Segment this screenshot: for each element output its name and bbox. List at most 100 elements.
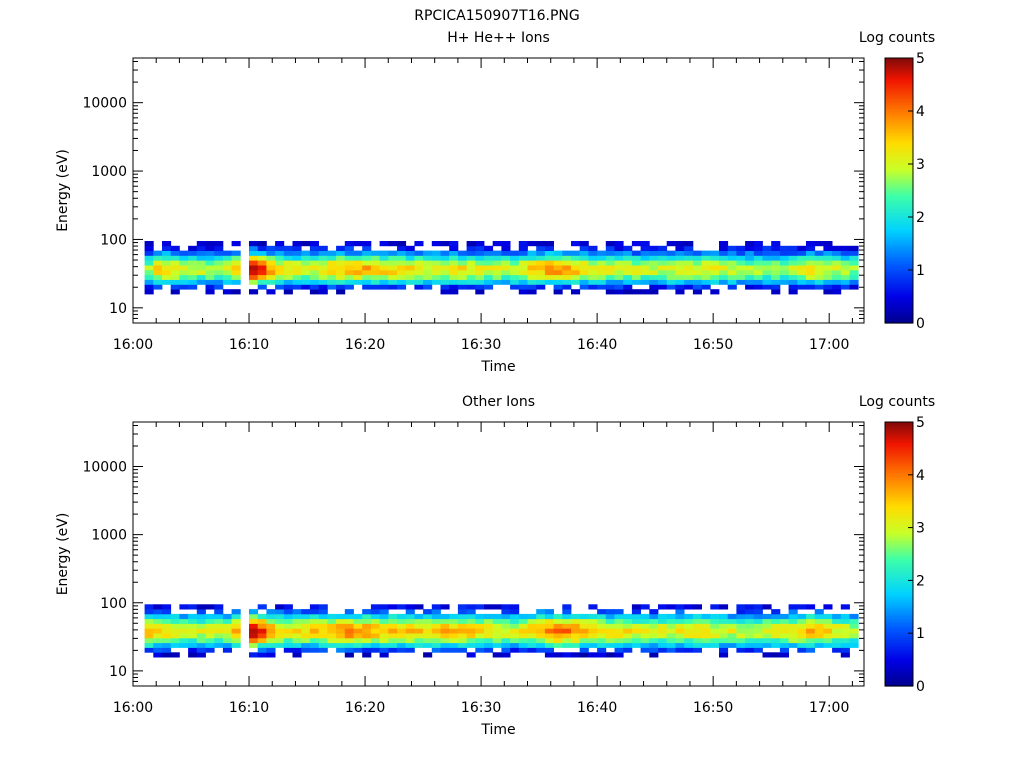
colorbar-tick-label: 3: [916, 157, 925, 173]
heatmap-cell: [840, 623, 850, 629]
heatmap-cell: [179, 642, 189, 648]
heatmap-cell: [727, 255, 737, 261]
heatmap-cell: [344, 260, 354, 266]
colorbar-segment: [885, 580, 913, 584]
heatmap-cell: [188, 613, 198, 620]
colorbar-segment: [885, 104, 913, 108]
heatmap-cell: [527, 279, 537, 285]
heatmap-cell: [736, 647, 746, 653]
colorbar-segment: [885, 567, 913, 570]
heatmap-cell: [631, 289, 641, 295]
heatmap-cell: [292, 613, 302, 620]
heatmap-cell: [379, 260, 389, 266]
colorbar-segment: [885, 426, 913, 430]
heatmap-cell: [849, 265, 859, 271]
heatmap-cell: [170, 289, 180, 295]
heatmap-cell: [370, 642, 380, 648]
heatmap-cell: [788, 250, 798, 256]
heatmap-cell: [336, 250, 346, 256]
heatmap-cell: [753, 265, 763, 271]
heatmap-cell: [153, 633, 163, 639]
colorbar-segment: [885, 82, 913, 86]
heatmap-cell: [440, 269, 450, 276]
colorbar-segment: [885, 560, 913, 564]
heatmap-cell: [336, 633, 346, 639]
heatmap-cell: [440, 260, 450, 266]
heatmap-cell: [649, 245, 659, 251]
heatmap-cell: [640, 623, 650, 629]
heatmap-cell: [162, 260, 172, 266]
heatmap-cell: [736, 255, 746, 261]
heatmap-cell: [318, 250, 328, 256]
heatmap-cell: [640, 618, 650, 624]
heatmap-cell: [640, 274, 650, 280]
heatmap-cell: [205, 279, 215, 285]
colorbar-segment: [885, 64, 913, 68]
heatmap-cell: [692, 642, 702, 648]
heatmap-cell: [727, 623, 737, 629]
heatmap-cell: [344, 642, 354, 648]
heatmap-cell: [771, 265, 781, 271]
heatmap-cell: [623, 637, 633, 644]
heatmap-cell: [631, 265, 641, 271]
heatmap-cell: [788, 289, 798, 295]
heatmap-cell: [623, 279, 633, 285]
heatmap-cell: [675, 265, 685, 271]
heatmap-cell: [405, 609, 415, 615]
heatmap-cell: [475, 274, 485, 280]
heatmap-cell: [666, 284, 676, 290]
heatmap-cell: [658, 633, 668, 639]
heatmap-cell: [153, 642, 163, 648]
heatmap-cell: [701, 633, 711, 639]
heatmap-cell: [849, 284, 859, 290]
colorbar-tick-label: 5: [916, 51, 925, 67]
heatmap-cell: [309, 633, 319, 639]
heatmap-cell: [727, 613, 737, 620]
heatmap-cell: [797, 265, 807, 271]
heatmap-cell: [275, 265, 285, 271]
heatmap-cell: [745, 250, 755, 256]
heatmap-cell: [649, 613, 659, 620]
heatmap-cell: [283, 633, 293, 639]
heatmap-cell: [196, 642, 206, 648]
heatmap-cell: [823, 642, 833, 648]
heatmap-cell: [536, 279, 546, 285]
colorbar-segment: [885, 540, 913, 544]
colorbar-segment: [885, 428, 913, 432]
heatmap-cell: [692, 604, 702, 610]
heatmap-cell: [397, 269, 407, 276]
heatmap-cell: [379, 637, 389, 644]
colorbar-segment: [885, 135, 913, 139]
heatmap-cell: [484, 255, 494, 261]
x-axis-label: Time: [480, 722, 515, 738]
colorbar-segment: [885, 527, 913, 531]
heatmap-cell: [196, 241, 206, 247]
heatmap-cell: [492, 255, 502, 261]
heatmap-cell: [449, 637, 459, 644]
heatmap-cell: [301, 284, 311, 290]
heatmap-cell: [144, 255, 154, 261]
heatmap-cell: [214, 604, 224, 610]
heatmap-cell: [658, 279, 668, 285]
heatmap-cell: [675, 609, 685, 615]
heatmap-cell: [397, 604, 407, 610]
heatmap-cell: [823, 623, 833, 629]
heatmap-cell: [553, 274, 563, 280]
heatmap-cell: [170, 250, 180, 256]
heatmap-cell: [806, 618, 816, 624]
heatmap-cell: [344, 623, 354, 629]
heatmap-cell: [222, 618, 232, 624]
heatmap-cell: [231, 623, 241, 629]
heatmap-cell: [466, 241, 476, 247]
heatmap-cell: [614, 245, 624, 251]
heatmap-cell: [658, 623, 668, 629]
heatmap-cell: [631, 642, 641, 648]
heatmap-cell: [588, 265, 598, 271]
heatmap-cell: [614, 652, 624, 658]
heatmap-cell: [309, 289, 319, 295]
heatmap-cell: [388, 647, 398, 653]
heatmap-cell: [336, 269, 346, 276]
heatmap-cell: [484, 284, 494, 290]
heatmap-cell: [814, 279, 824, 285]
colorbar-segment: [885, 122, 913, 125]
